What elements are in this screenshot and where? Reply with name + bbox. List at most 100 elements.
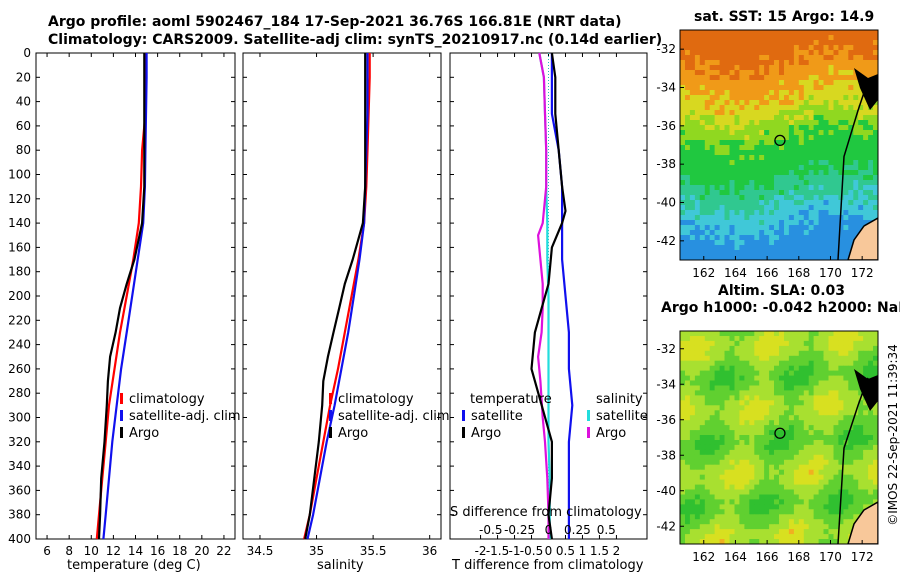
map-cell	[754, 110, 760, 116]
map-cell	[774, 35, 780, 41]
map-cell	[848, 185, 854, 191]
map-cell	[724, 336, 730, 342]
map-cell	[769, 230, 775, 236]
map-cell	[769, 340, 775, 347]
map-cell	[813, 35, 820, 41]
map-cell	[729, 235, 735, 241]
map-cell	[793, 170, 800, 176]
map-cell	[803, 370, 810, 377]
map-cell	[685, 115, 691, 121]
map-cell	[784, 494, 790, 501]
map-cell	[813, 415, 820, 421]
map-cell	[823, 420, 829, 426]
map-cell	[843, 90, 849, 96]
map-cell	[719, 110, 726, 116]
map-cell	[863, 494, 869, 501]
map-cell	[694, 360, 701, 367]
map-cell	[784, 245, 790, 251]
map-cell	[764, 115, 770, 121]
map-cell	[734, 420, 740, 426]
map-cell	[685, 230, 691, 236]
map-cell	[853, 336, 859, 342]
map-cell	[709, 529, 716, 535]
map-cell	[749, 65, 755, 71]
map-cell	[729, 474, 735, 481]
map-cell	[734, 385, 740, 392]
map-cell	[873, 35, 878, 41]
map-cell	[803, 45, 810, 51]
map-cell	[769, 210, 775, 216]
map-cell	[788, 415, 795, 421]
map-cell	[853, 469, 859, 476]
map-cell	[863, 360, 869, 367]
map-cell	[774, 195, 780, 201]
map-cell	[784, 331, 790, 337]
map-cell	[808, 175, 815, 181]
map-cell	[788, 180, 795, 186]
map-cell	[744, 255, 750, 260]
map-cell	[754, 459, 760, 466]
map-cell	[843, 110, 849, 116]
map-cell	[798, 190, 805, 196]
map-cell	[803, 95, 810, 101]
map-cell	[739, 390, 745, 396]
map-cell	[813, 370, 820, 377]
map-cell	[759, 345, 765, 352]
map-cell	[734, 345, 740, 352]
map-cell	[818, 405, 825, 411]
map-cell	[694, 200, 701, 206]
map-cell	[774, 449, 780, 456]
map-cell	[863, 145, 869, 151]
map-cell	[863, 125, 869, 131]
map-cell	[724, 90, 730, 96]
map-cell	[798, 336, 805, 342]
map-cell	[828, 410, 834, 416]
map-cell	[719, 469, 726, 476]
map-cell	[724, 110, 730, 116]
map-cell	[729, 454, 735, 461]
map-cell	[808, 336, 815, 342]
map-cell	[739, 255, 745, 260]
map-cell	[808, 425, 815, 431]
map-cell	[784, 110, 790, 116]
map-cell	[808, 504, 815, 510]
map-cell	[868, 45, 874, 51]
map-cell	[823, 140, 829, 146]
map-cell	[848, 479, 854, 486]
map-cell	[739, 125, 745, 131]
map-cell	[694, 449, 701, 456]
map-cell	[759, 459, 765, 466]
map-cell	[808, 519, 815, 525]
map-cell	[828, 405, 834, 411]
map-cell	[709, 375, 716, 382]
map-cell	[813, 380, 820, 387]
map-cell	[828, 539, 834, 544]
map-cell	[858, 30, 864, 36]
map-cell	[818, 55, 825, 61]
map-cell	[838, 345, 844, 352]
map-cell	[818, 235, 825, 241]
map-cell	[749, 489, 755, 496]
map-cell	[823, 336, 829, 342]
map-cell	[759, 170, 765, 176]
map-cell	[873, 479, 878, 486]
map-cell	[754, 250, 760, 256]
map-cell	[798, 70, 805, 76]
map-cell	[704, 85, 711, 91]
map-cell	[813, 534, 820, 540]
map-cell	[774, 474, 780, 481]
map-cell	[729, 464, 735, 471]
map-cell	[868, 135, 874, 141]
map-cell	[769, 345, 775, 352]
map-cell	[858, 479, 864, 486]
map-cell	[779, 514, 785, 520]
map-cell	[828, 524, 834, 530]
map-cell	[868, 195, 874, 201]
map-cell	[853, 170, 859, 176]
map-cell	[843, 60, 849, 66]
map-cell	[689, 449, 696, 456]
map-cell	[818, 494, 825, 501]
map-cell	[744, 355, 750, 362]
map-cell	[784, 190, 790, 196]
map-cell	[793, 125, 800, 131]
